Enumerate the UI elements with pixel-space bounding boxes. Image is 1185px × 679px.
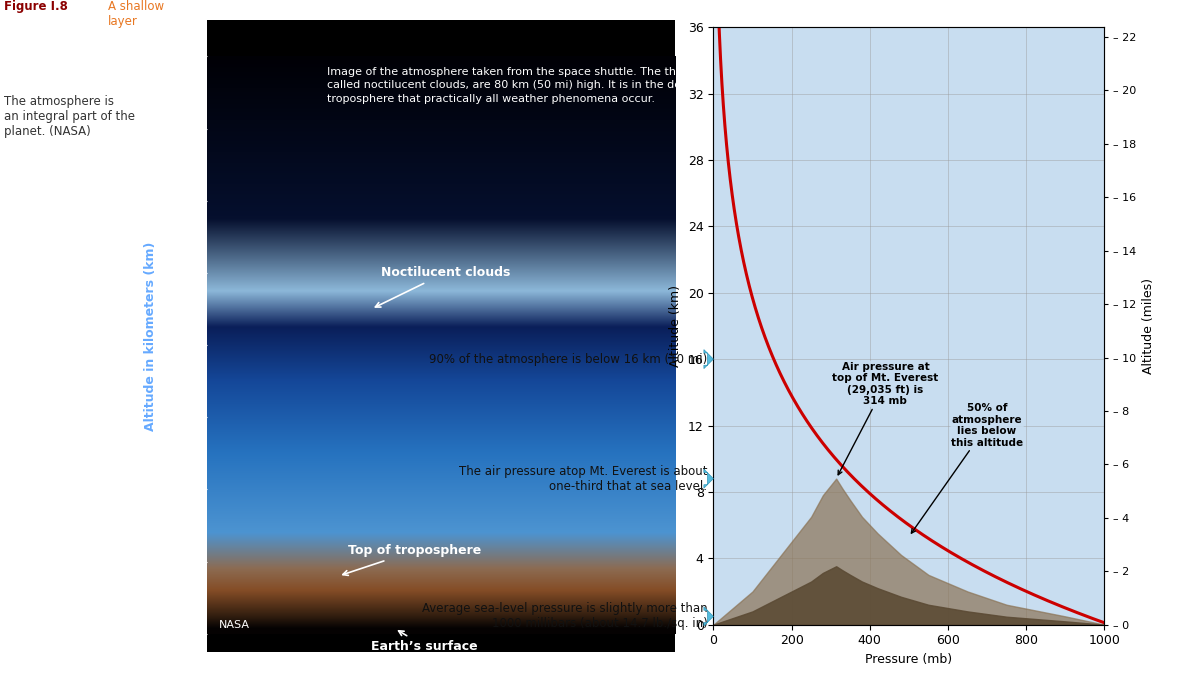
Text: The atmosphere is
an integral part of the
planet. (NASA): The atmosphere is an integral part of th… (5, 95, 135, 138)
Text: A shallow
layer: A shallow layer (108, 0, 164, 28)
Text: NASA: NASA (219, 620, 250, 630)
Text: Noctilucent clouds: Noctilucent clouds (376, 266, 510, 307)
Text: Top of troposphere: Top of troposphere (342, 545, 481, 575)
Y-axis label: Altitude (km): Altitude (km) (670, 285, 683, 367)
Text: Air pressure at
top of Mt. Everest
(29,035 ft) is
314 mb: Air pressure at top of Mt. Everest (29,0… (832, 362, 939, 475)
Text: Figure I.8: Figure I.8 (5, 0, 68, 13)
X-axis label: Pressure (mb): Pressure (mb) (865, 653, 953, 666)
Text: 50% of
atmosphere
lies below
this altitude: 50% of atmosphere lies below this altitu… (911, 403, 1023, 533)
Y-axis label: Altitude (miles): Altitude (miles) (1142, 278, 1155, 374)
Text: Average sea-level pressure is slightly more than
1000 millibars (about 14.7 lb./: Average sea-level pressure is slightly m… (422, 602, 707, 630)
Y-axis label: Altitude in kilometers (km): Altitude in kilometers (km) (145, 242, 158, 430)
Text: Image of the atmosphere taken from the space shuttle. The thin streaks,
called n: Image of the atmosphere taken from the s… (327, 67, 734, 104)
Text: 90% of the atmosphere is below 16 km (10 mi): 90% of the atmosphere is below 16 km (10… (429, 352, 707, 365)
Text: Earth’s surface: Earth’s surface (371, 631, 478, 653)
Text: The air pressure atop Mt. Everest is about
one-third that at sea level.: The air pressure atop Mt. Everest is abo… (459, 464, 707, 493)
